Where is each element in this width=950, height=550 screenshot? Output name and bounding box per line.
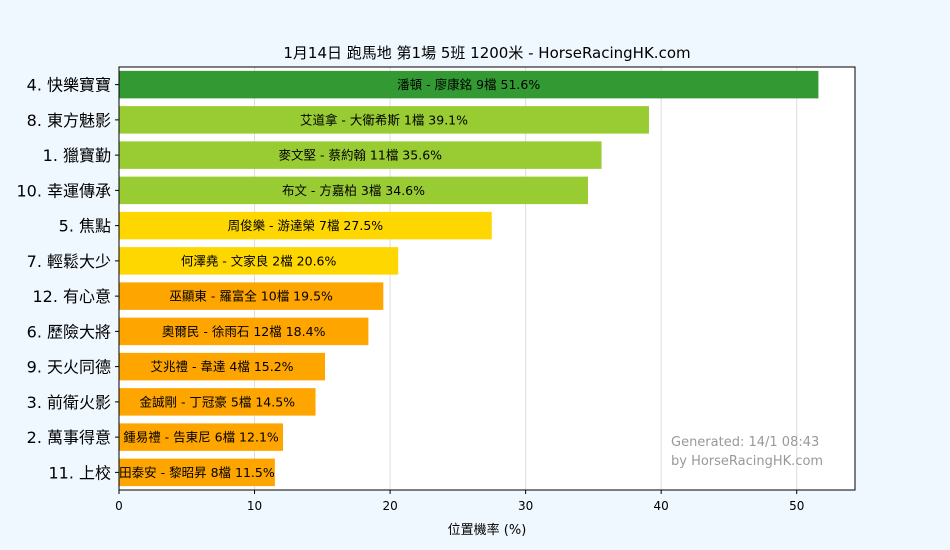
y-category-label: 4. 快樂寶寶 (27, 76, 111, 95)
chart-title: 1月14日 跑馬地 第1場 5班 1200米 - HorseRacingHK.c… (283, 44, 690, 62)
plot-frame (118, 66, 856, 491)
bar-label: 麥文堅 - 蔡約翰 11檔 35.6% (279, 148, 443, 163)
x-tick-label: 20 (382, 499, 397, 513)
bar (119, 211, 492, 240)
x-axis-label: 位置機率 (%) (448, 522, 527, 538)
y-category-label: 3. 前衛火影 (27, 393, 111, 412)
y-category-label: 2. 萬事得意 (27, 428, 111, 447)
bar (119, 317, 369, 346)
x-tick-label: 50 (789, 499, 804, 513)
bar (119, 176, 588, 205)
plot-area (119, 67, 855, 490)
bar-label: 田泰安 - 黎昭昇 8檔 11.5% (119, 465, 275, 480)
y-axis-categories: 4. 快樂寶寶 8. 東方魅影 1. 獵寶勤 10. 幸運傳承 5. 焦點 7. 輕鬆大少… (16, 76, 119, 482)
bar (119, 247, 399, 275)
bars (119, 70, 819, 487)
x-axis-ticks: 0 10 20 30 40 50 (115, 490, 804, 513)
bar (119, 106, 649, 134)
bar (119, 458, 275, 487)
y-category-label: 11. 上校 (48, 463, 111, 482)
bar (119, 70, 819, 99)
y-category-label: 5. 焦點 (59, 217, 111, 236)
bar (119, 141, 602, 169)
watermark-generated: Generated: 14/1 08:43 (671, 435, 819, 450)
y-category-label: 12. 有心意 (32, 287, 111, 306)
bar-label: 周俊樂 - 游達榮 7檔 27.5% (228, 218, 384, 233)
x-tick-label: 0 (115, 499, 123, 513)
y-category-label: 6. 歷險大將 (27, 322, 111, 341)
bar-labels: 潘頓 - 廖康銘 9檔 51.6% 艾道拿 - 大衛希斯 1檔 39.1% 麥文堅 … (119, 77, 540, 480)
bar-label: 潘頓 - 廖康銘 9檔 51.6% (397, 77, 540, 92)
y-category-label: 7. 輕鬆大少 (27, 252, 111, 271)
x-tick-label: 30 (518, 499, 533, 513)
bar (119, 352, 326, 381)
bar-label: 金誠剛 - 丁冠豪 5檔 14.5% (139, 394, 295, 409)
y-category-label: 9. 天火同德 (27, 358, 111, 377)
bar-label: 艾兆禮 - 韋達 4檔 15.2% (150, 359, 293, 374)
bar-label: 鍾易禮 - 告東尼 6檔 12.1% (123, 430, 279, 445)
y-category-label: 1. 獵寶勤 (43, 146, 111, 165)
bar-label: 巫顯東 - 羅富全 10檔 19.5% (169, 289, 333, 304)
bar (119, 423, 284, 451)
bar (119, 388, 316, 416)
x-tick-label: 10 (247, 499, 262, 513)
y-category-label: 10. 幸運傳承 (16, 181, 111, 200)
bar (119, 282, 384, 310)
bar-label: 艾道拿 - 大衛希斯 1檔 39.1% (300, 112, 468, 127)
bar-label: 何澤堯 - 文家良 2檔 20.6% (181, 253, 337, 268)
y-category-label: 8. 東方魅影 (27, 111, 111, 130)
x-tick-label: 40 (654, 499, 669, 513)
bar-label: 布文 - 方嘉柏 3檔 34.6% (282, 183, 425, 198)
watermark-site: by HorseRacingHK.com (671, 454, 823, 469)
bar-label: 奧爾民 - 徐雨石 12檔 18.4% (162, 324, 326, 339)
